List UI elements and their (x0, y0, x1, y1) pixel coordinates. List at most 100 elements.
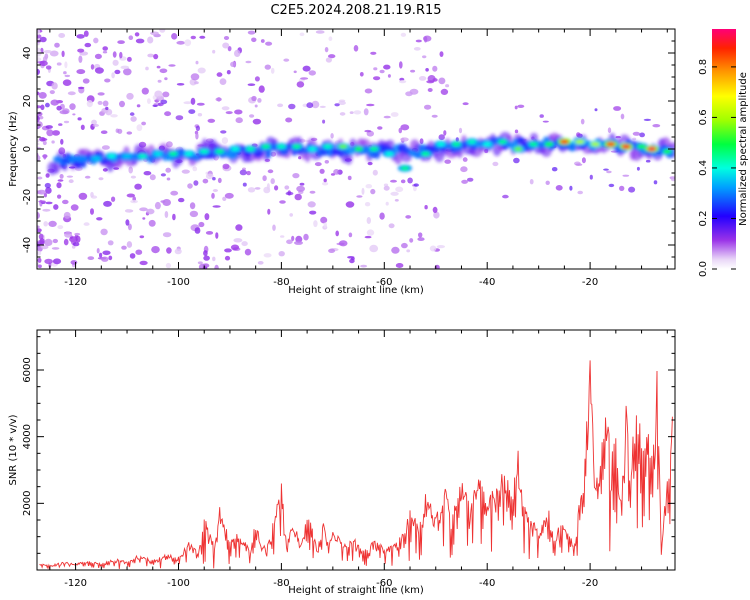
noise-speckle (422, 55, 427, 59)
signal-blob (575, 139, 585, 144)
noise-speckle (156, 65, 161, 69)
noise-speckle (230, 244, 240, 251)
noise-speckle (212, 177, 216, 181)
figure-title: C2E5.2024.208.21.19.R15 (270, 3, 441, 18)
noise-speckle (330, 133, 334, 139)
noise-speckle (303, 233, 309, 241)
noise-speckle (126, 131, 133, 135)
noise-speckle (100, 130, 108, 134)
noise-speckle (551, 167, 558, 172)
noise-speckle (176, 83, 185, 86)
noise-speckle (135, 249, 143, 255)
noise-speckle (440, 88, 449, 95)
noise-speckle (252, 118, 262, 125)
signal-blob (637, 144, 647, 149)
noise-speckle (129, 253, 136, 259)
noise-speckle (415, 39, 422, 43)
x-tick-label: -100 (167, 277, 190, 288)
noise-speckle (212, 256, 216, 262)
noise-speckle (333, 169, 340, 175)
noise-speckle (335, 230, 340, 237)
noise-speckle (576, 132, 581, 138)
spectrogram-panel: -120 -100 -80 -60 -40 -20 -40 -20 0 20 40 Height o… (8, 28, 676, 296)
noise-speckle (166, 177, 171, 181)
noise-speckle (82, 78, 90, 84)
noise-speckle (409, 88, 419, 95)
noise-speckle (100, 228, 108, 236)
noise-speckle (49, 90, 55, 95)
noise-speckle (387, 74, 391, 78)
noise-speckle (366, 229, 375, 236)
noise-speckle (345, 201, 355, 208)
noise-speckle (190, 73, 200, 81)
spectrogram-ticks: -120 -100 -80 -60 -40 -20 -40 -20 0 20 40 (22, 28, 675, 288)
noise-speckle (221, 137, 229, 144)
noise-speckle (306, 102, 314, 109)
noise-speckle (170, 190, 179, 196)
colorbar-ticks: 0.0 0.2 0.4 0.6 0.8 (698, 59, 736, 277)
noise-speckle (101, 256, 109, 262)
noise-speckle (580, 118, 585, 125)
noise-speckle (84, 175, 91, 179)
noise-speckle (492, 161, 499, 167)
noise-speckle (102, 51, 108, 54)
noise-speckle (157, 79, 162, 83)
noise-speckle (391, 246, 400, 254)
noise-speckle (603, 168, 609, 171)
noise-speckle (436, 245, 445, 249)
noise-speckle (190, 35, 196, 40)
snr-xlabel: Height of straight line (km) (288, 585, 424, 596)
noise-speckle (254, 187, 261, 190)
signal-blob (122, 154, 132, 159)
noise-speckle (102, 250, 111, 256)
noise-speckle (575, 163, 583, 166)
noise-speckle (142, 217, 146, 220)
noise-speckle (130, 175, 136, 179)
noise-speckle (589, 174, 593, 180)
noise-speckle (141, 87, 149, 95)
noise-speckle (328, 54, 336, 59)
x-tick-label: -20 (582, 277, 598, 288)
noise-speckle (370, 188, 376, 195)
noise-speckle (149, 174, 156, 181)
noise-speckle (608, 183, 615, 188)
noise-speckle (202, 266, 208, 269)
colorbar-tick-label: 0.2 (698, 211, 709, 227)
signal-blob (276, 144, 286, 149)
noise-speckle (147, 53, 155, 58)
snr-frame (36, 329, 676, 571)
noise-speckle (636, 166, 640, 171)
noise-speckle (154, 201, 161, 210)
noise-speckle (260, 39, 265, 43)
noise-speckle (212, 205, 221, 208)
x-tick-label: -80 (273, 277, 289, 288)
spectrogram-ylabel: Frequency (Hz) (8, 111, 19, 187)
noise-speckle (162, 232, 172, 238)
x-tick-label: -20 (582, 578, 598, 589)
noise-speckle (175, 115, 184, 121)
noise-speckle (234, 49, 241, 58)
signal-blob (621, 144, 631, 149)
noise-speckle (128, 35, 134, 40)
noise-speckle (37, 250, 42, 256)
signal-blob (421, 151, 430, 156)
noise-speckle (309, 190, 316, 194)
noise-speckle (395, 186, 404, 193)
noise-speckle (59, 110, 69, 115)
noise-speckle (52, 130, 60, 136)
noise-speckle (320, 216, 328, 224)
noise-speckle (53, 204, 59, 210)
noise-speckle (154, 90, 163, 98)
signal-blob (168, 151, 178, 156)
noise-speckle (38, 92, 47, 99)
noise-speckle (294, 193, 302, 201)
noise-speckle (63, 211, 71, 219)
noise-speckle (57, 179, 64, 182)
noise-speckle (361, 187, 365, 195)
noise-speckle (400, 137, 409, 142)
noise-speckle (224, 192, 234, 199)
noise-speckle (338, 101, 346, 105)
noise-speckle (160, 200, 166, 203)
noise-speckle (224, 248, 232, 253)
noise-speckle (171, 33, 178, 40)
